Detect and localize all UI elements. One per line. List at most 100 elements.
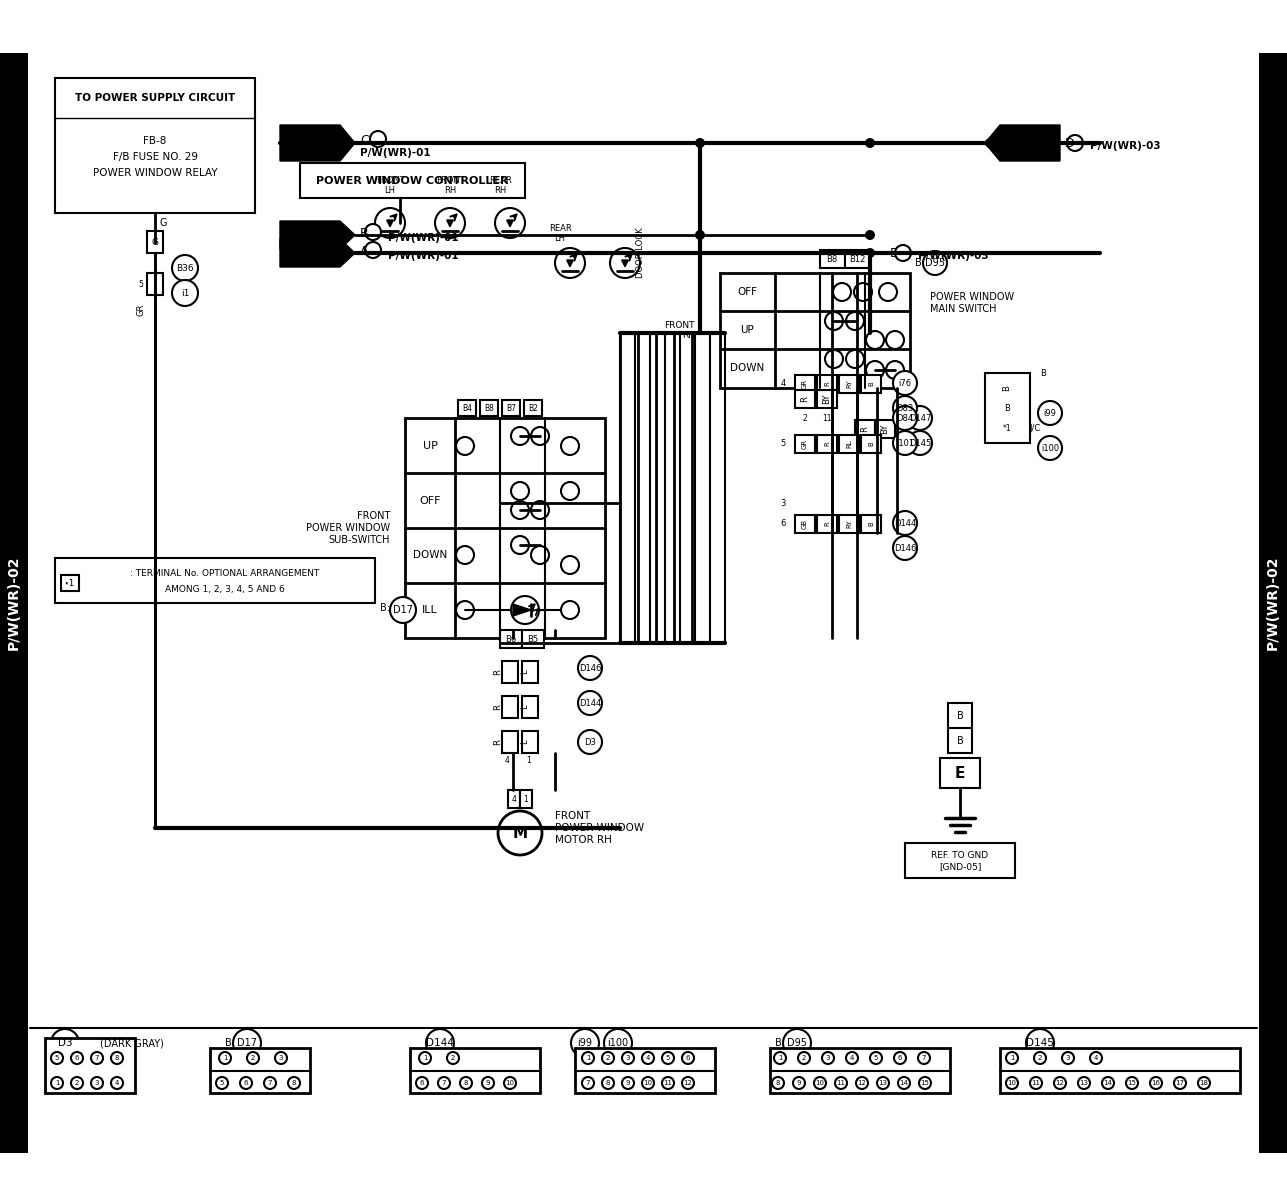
Circle shape bbox=[233, 1029, 261, 1057]
Text: 8: 8 bbox=[115, 1055, 120, 1061]
Bar bbox=[501, 630, 523, 648]
Circle shape bbox=[366, 242, 381, 257]
Bar bbox=[719, 273, 910, 389]
Bar bbox=[502, 401, 520, 416]
Text: POWER WINDOW CONTROLLER: POWER WINDOW CONTROLLER bbox=[317, 176, 508, 185]
Text: UP: UP bbox=[422, 442, 438, 451]
Circle shape bbox=[366, 224, 381, 241]
Text: D84: D84 bbox=[897, 414, 914, 422]
Text: i100: i100 bbox=[1041, 444, 1059, 452]
Bar bbox=[55, 78, 255, 213]
Text: A: A bbox=[360, 244, 368, 257]
Circle shape bbox=[51, 1029, 79, 1057]
Text: 11: 11 bbox=[664, 1080, 673, 1086]
Text: FRONT
RH: FRONT RH bbox=[664, 321, 695, 340]
Bar bbox=[839, 435, 858, 454]
Text: R: R bbox=[493, 669, 502, 675]
Circle shape bbox=[825, 350, 843, 368]
Circle shape bbox=[893, 371, 918, 395]
Text: DOWN: DOWN bbox=[413, 550, 447, 561]
Circle shape bbox=[375, 208, 405, 238]
Text: i76: i76 bbox=[898, 379, 911, 387]
Circle shape bbox=[1151, 1077, 1162, 1089]
Circle shape bbox=[1067, 135, 1082, 152]
Text: 16: 16 bbox=[1152, 1080, 1161, 1086]
Text: P/W(WR)-03: P/W(WR)-03 bbox=[918, 251, 988, 261]
Bar bbox=[523, 731, 538, 753]
Text: P/W(WR)-01: P/W(WR)-01 bbox=[387, 251, 458, 261]
Text: 10: 10 bbox=[816, 1080, 825, 1086]
Text: E: E bbox=[955, 765, 965, 781]
Circle shape bbox=[561, 556, 579, 574]
Text: 4: 4 bbox=[115, 1080, 120, 1086]
Circle shape bbox=[923, 251, 947, 275]
Circle shape bbox=[511, 595, 539, 624]
Text: 10: 10 bbox=[506, 1080, 515, 1086]
Text: 1: 1 bbox=[526, 755, 532, 764]
Text: B2: B2 bbox=[528, 403, 538, 413]
Bar bbox=[45, 1038, 135, 1094]
Circle shape bbox=[879, 283, 897, 301]
Text: B:: B: bbox=[775, 1038, 785, 1048]
Text: D145: D145 bbox=[909, 439, 931, 448]
Text: ILL: ILL bbox=[422, 605, 438, 615]
Circle shape bbox=[602, 1051, 614, 1063]
Circle shape bbox=[511, 482, 529, 500]
Text: 11: 11 bbox=[837, 1080, 846, 1086]
Bar bbox=[875, 420, 894, 438]
Circle shape bbox=[865, 138, 875, 148]
Circle shape bbox=[1198, 1077, 1210, 1089]
Bar bbox=[480, 401, 498, 416]
Text: 3: 3 bbox=[625, 1055, 631, 1061]
Bar bbox=[861, 375, 882, 393]
Text: 9: 9 bbox=[797, 1080, 802, 1086]
Circle shape bbox=[870, 1051, 882, 1063]
Text: B: B bbox=[867, 522, 874, 527]
Text: 1: 1 bbox=[586, 1055, 591, 1061]
Text: 3: 3 bbox=[780, 498, 785, 508]
Circle shape bbox=[1006, 1051, 1018, 1063]
Circle shape bbox=[420, 1051, 431, 1063]
Text: 3: 3 bbox=[826, 1055, 830, 1061]
Text: B: B bbox=[360, 226, 368, 239]
Text: 6: 6 bbox=[243, 1080, 248, 1086]
Circle shape bbox=[578, 730, 602, 754]
Circle shape bbox=[1006, 1077, 1018, 1089]
Text: 18: 18 bbox=[1199, 1080, 1208, 1086]
Text: D95: D95 bbox=[925, 257, 945, 268]
Text: B: B bbox=[867, 381, 874, 386]
Circle shape bbox=[71, 1051, 82, 1063]
Text: P/W(WR)-03: P/W(WR)-03 bbox=[1090, 141, 1161, 152]
Circle shape bbox=[416, 1077, 429, 1089]
Circle shape bbox=[1039, 435, 1062, 460]
Circle shape bbox=[846, 312, 864, 330]
Circle shape bbox=[91, 1051, 103, 1063]
Bar bbox=[839, 375, 858, 393]
Text: D17: D17 bbox=[393, 605, 413, 615]
Text: i99: i99 bbox=[578, 1038, 592, 1048]
Text: D3: D3 bbox=[584, 737, 596, 747]
Text: B5: B5 bbox=[528, 634, 538, 644]
Bar bbox=[147, 231, 163, 253]
Text: : TERMINAL No. OPTIONAL ARRANGEMENT: : TERMINAL No. OPTIONAL ARRANGEMENT bbox=[130, 569, 319, 577]
Text: DOWN: DOWN bbox=[730, 363, 764, 373]
Circle shape bbox=[532, 427, 550, 445]
Text: 4: 4 bbox=[780, 379, 785, 387]
Text: REAR
LH: REAR LH bbox=[548, 224, 571, 243]
Polygon shape bbox=[281, 239, 355, 267]
Text: FB-8: FB-8 bbox=[143, 136, 167, 146]
Bar bbox=[861, 435, 882, 454]
Circle shape bbox=[1079, 1077, 1090, 1089]
Text: B6: B6 bbox=[506, 634, 516, 644]
Text: R: R bbox=[493, 704, 502, 710]
Text: 7: 7 bbox=[441, 1080, 447, 1086]
Bar bbox=[147, 273, 163, 295]
Text: 8: 8 bbox=[463, 1080, 468, 1086]
Circle shape bbox=[893, 431, 918, 455]
Bar bbox=[905, 843, 1015, 878]
Text: 5: 5 bbox=[780, 439, 785, 448]
Bar bbox=[1259, 53, 1287, 1152]
Bar bbox=[817, 390, 837, 408]
Bar bbox=[817, 515, 837, 533]
Bar bbox=[210, 1048, 310, 1094]
